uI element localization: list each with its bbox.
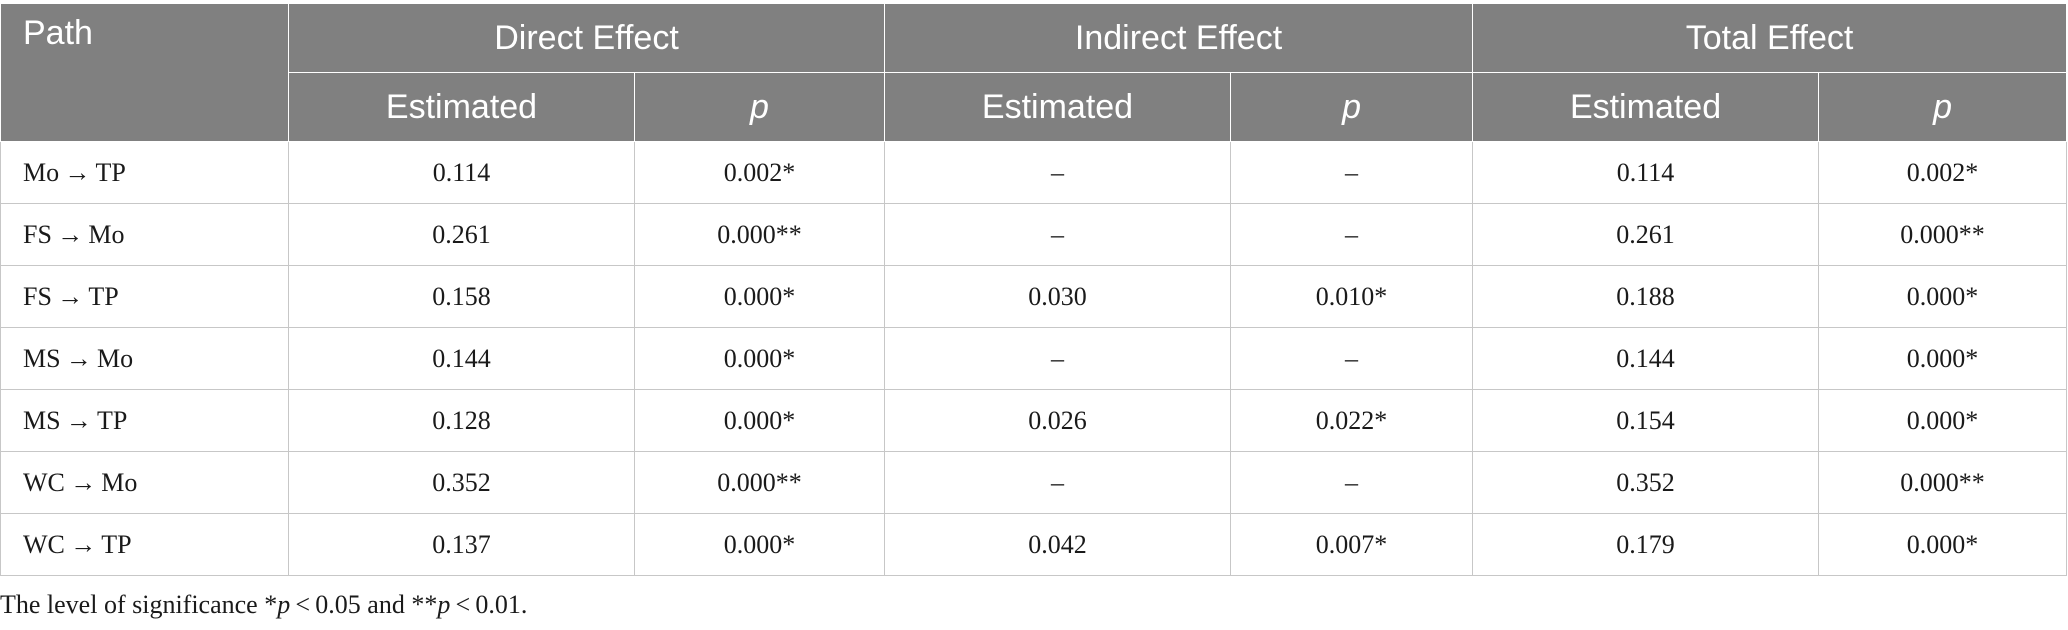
header-row-sub: Estimated p Estimated p Estimated p bbox=[1, 72, 2068, 142]
path-cell: WC → Mo bbox=[0, 451, 289, 514]
indirect-p-cell: 0.010* bbox=[1230, 265, 1474, 328]
header-total-effect: Total Effect bbox=[1472, 4, 2068, 73]
total-p-cell: 0.000* bbox=[1818, 327, 2068, 390]
indirect-estimated-cell: 0.042 bbox=[884, 513, 1232, 576]
indirect-p-cell: – bbox=[1230, 451, 1474, 514]
header-path: Path bbox=[0, 4, 289, 142]
table-body: Mo → TP 0.114 0.002* – –0.114 0.002* FS → Mo 0.… bbox=[0, 141, 2068, 576]
indirect-p-cell: – bbox=[1230, 141, 1474, 204]
direct-estimated-cell: 0.352 bbox=[288, 451, 635, 514]
subheader-direct-p: p bbox=[633, 72, 886, 142]
note-p-symbol-2: p bbox=[437, 590, 451, 619]
total-p-cell: 0.000* bbox=[1818, 389, 2068, 452]
total-p-cell: 0.000** bbox=[1818, 451, 2068, 514]
direct-estimated-cell: 0.261 bbox=[288, 203, 635, 266]
table-row: Mo → TP 0.114 0.002* – –0.114 0.002* bbox=[0, 141, 2068, 204]
direct-estimated-cell: 0.158 bbox=[288, 265, 635, 328]
subheader-indirect-estimated: Estimated bbox=[884, 72, 1232, 142]
total-estimated-cell: 0.144 bbox=[1472, 327, 1820, 390]
direct-estimated-cell: 0.128 bbox=[288, 389, 635, 452]
indirect-p-cell: 0.007* bbox=[1230, 513, 1474, 576]
total-p-cell: 0.000** bbox=[1818, 203, 2068, 266]
subheader-direct-estimated: Estimated bbox=[288, 72, 635, 142]
indirect-estimated-cell: – bbox=[884, 141, 1232, 204]
note-suffix: < 0.01. bbox=[450, 590, 528, 619]
direct-estimated-cell: 0.144 bbox=[288, 327, 635, 390]
total-estimated-cell: 0.179 bbox=[1472, 513, 1820, 576]
indirect-estimated-cell: – bbox=[884, 327, 1232, 390]
total-estimated-cell: 0.352 bbox=[1472, 451, 1820, 514]
total-p-cell: 0.000* bbox=[1818, 265, 2068, 328]
subheader-total-p: p bbox=[1818, 72, 2068, 142]
direct-p-cell: 0.000** bbox=[633, 203, 886, 266]
direct-p-cell: 0.000** bbox=[633, 451, 886, 514]
total-estimated-cell: 0.114 bbox=[1472, 141, 1820, 204]
note-p-symbol-1: p bbox=[277, 590, 291, 619]
significance-note: The level of significance *p < 0.05 and … bbox=[0, 590, 2068, 620]
header-row-groups: Path Direct Effect Indirect Effect Total… bbox=[0, 4, 2068, 142]
table-row: WC → TP 0.137 0.000* 0.042 0.007* 0.179 0.000* bbox=[0, 513, 2068, 576]
header-direct-effect: Direct Effect bbox=[287, 4, 886, 73]
results-table-container: Path Direct Effect Indirect Effect Total… bbox=[0, 4, 2068, 620]
subheader-total-estimated: Estimated bbox=[1472, 72, 1820, 142]
effects-table: Path Direct Effect Indirect Effect Total… bbox=[0, 4, 2068, 576]
header-indirect-effect: Indirect Effect bbox=[884, 4, 1474, 73]
note-prefix: The level of significance * bbox=[0, 590, 278, 619]
path-cell: MS → Mo bbox=[0, 327, 289, 390]
path-cell: Mo → TP bbox=[0, 141, 289, 204]
indirect-p-cell: – bbox=[1230, 327, 1474, 390]
path-cell: WC → TP bbox=[0, 513, 289, 576]
direct-p-cell: 0.000* bbox=[633, 265, 886, 328]
path-cell: FS → Mo bbox=[0, 203, 289, 266]
direct-estimated-cell: 0.114 bbox=[288, 141, 635, 204]
indirect-estimated-cell: – bbox=[884, 203, 1232, 266]
subheader-indirect-p: p bbox=[1230, 72, 1474, 142]
table-row: FS → Mo 0.261 0.000** – –0.261 0.000** bbox=[0, 203, 2068, 266]
note-mid: < 0.05 and ** bbox=[290, 590, 438, 619]
total-estimated-cell: 0.154 bbox=[1472, 389, 1820, 452]
indirect-estimated-cell: 0.026 bbox=[884, 389, 1232, 452]
indirect-p-cell: – bbox=[1230, 203, 1474, 266]
direct-p-cell: 0.000* bbox=[633, 327, 886, 390]
total-estimated-cell: 0.188 bbox=[1472, 265, 1820, 328]
table-row: MS → Mo 0.144 0.000* – –0.144 0.000* bbox=[0, 327, 2068, 390]
indirect-estimated-cell: – bbox=[884, 451, 1232, 514]
path-cell: MS → TP bbox=[0, 389, 289, 452]
table-row: FS → TP 0.158 0.000* 0.030 0.010* 0.188 0.000* bbox=[0, 265, 2068, 328]
total-estimated-cell: 0.261 bbox=[1472, 203, 1820, 266]
direct-p-cell: 0.000* bbox=[633, 513, 886, 576]
direct-p-cell: 0.002* bbox=[633, 141, 886, 204]
total-p-cell: 0.002* bbox=[1818, 141, 2068, 204]
total-p-cell: 0.000* bbox=[1818, 513, 2068, 576]
direct-p-cell: 0.000* bbox=[633, 389, 886, 452]
table-row: WC → Mo 0.352 0.000** – –0.352 0.000** bbox=[0, 451, 2068, 514]
indirect-p-cell: 0.022* bbox=[1230, 389, 1474, 452]
table-row: MS → TP 0.128 0.000* 0.026 0.022* 0.154 0.000* bbox=[0, 389, 2068, 452]
indirect-estimated-cell: 0.030 bbox=[884, 265, 1232, 328]
direct-estimated-cell: 0.137 bbox=[288, 513, 635, 576]
path-cell: FS → TP bbox=[0, 265, 289, 328]
